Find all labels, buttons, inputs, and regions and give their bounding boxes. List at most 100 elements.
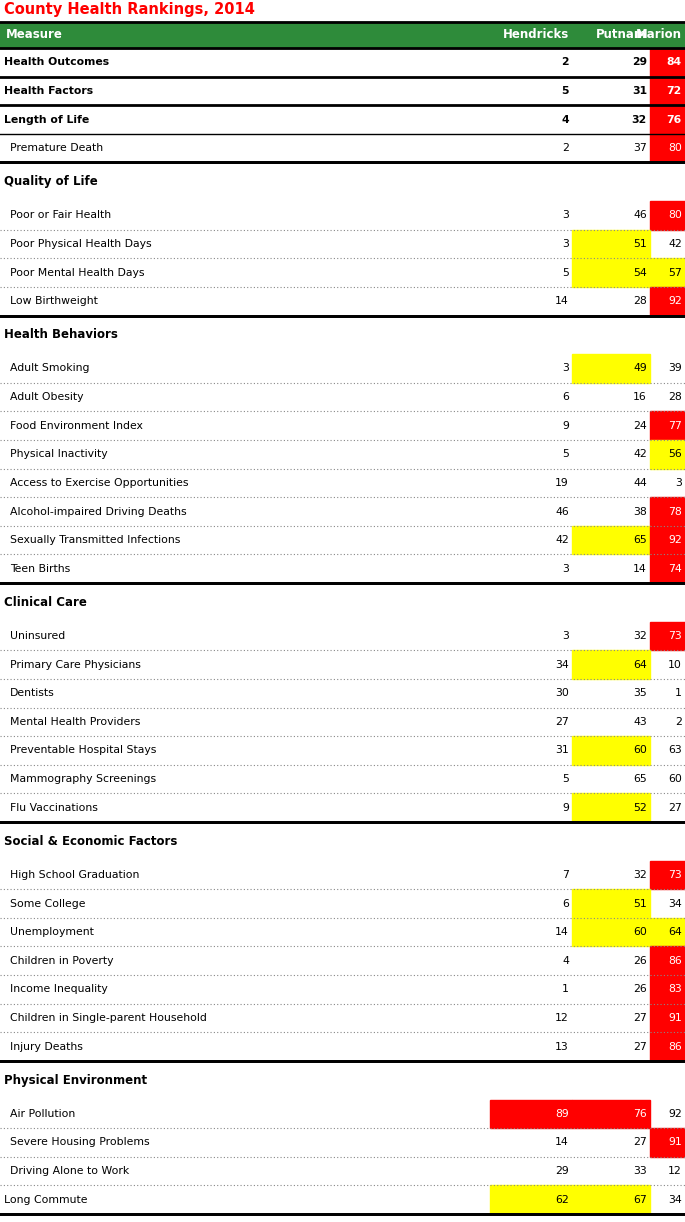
- Text: Long Commute: Long Commute: [4, 1195, 88, 1205]
- Text: Some College: Some College: [10, 898, 86, 908]
- Text: 26: 26: [633, 956, 647, 965]
- Text: 13: 13: [556, 1041, 569, 1052]
- Text: Dentists: Dentists: [10, 688, 55, 698]
- Text: Access to Exercise Opportunities: Access to Exercise Opportunities: [10, 478, 188, 488]
- Text: 12: 12: [669, 1166, 682, 1176]
- Text: Physical Inactivity: Physical Inactivity: [10, 450, 108, 459]
- Text: 3: 3: [675, 478, 682, 488]
- Text: 42: 42: [556, 535, 569, 545]
- Text: Air Pollution: Air Pollution: [10, 1108, 75, 1119]
- Bar: [650, 412, 685, 440]
- Text: 34: 34: [669, 1195, 682, 1205]
- Bar: [650, 1128, 685, 1157]
- Text: 29: 29: [632, 57, 647, 67]
- Text: 92: 92: [669, 1108, 682, 1119]
- Text: 39: 39: [669, 363, 682, 374]
- Bar: [650, 1033, 685, 1061]
- Text: 27: 27: [669, 803, 682, 813]
- Text: 91: 91: [669, 1013, 682, 1023]
- Text: Low Birthweight: Low Birthweight: [10, 296, 98, 307]
- Text: 31: 31: [632, 86, 647, 95]
- Text: 30: 30: [555, 688, 569, 698]
- Text: 56: 56: [669, 450, 682, 459]
- Text: 9: 9: [562, 420, 569, 430]
- Text: 77: 77: [669, 420, 682, 430]
- Bar: [650, 525, 685, 555]
- Text: 14: 14: [633, 563, 647, 574]
- Text: 14: 14: [556, 1138, 569, 1147]
- Bar: [572, 1185, 650, 1213]
- Text: 78: 78: [669, 507, 682, 517]
- Text: 29: 29: [556, 1166, 569, 1176]
- Text: 5: 5: [562, 86, 569, 95]
- Text: 72: 72: [667, 86, 682, 95]
- Text: Alcohol-impaired Driving Deaths: Alcohol-impaired Driving Deaths: [10, 507, 186, 517]
- Text: 43: 43: [633, 717, 647, 727]
- Text: 46: 46: [633, 210, 647, 220]
- Text: 14: 14: [556, 927, 569, 937]
- Bar: [572, 230, 650, 258]
- Text: 14: 14: [556, 296, 569, 307]
- Text: 27: 27: [556, 717, 569, 727]
- Text: 76: 76: [633, 1108, 647, 1119]
- Text: Quality of Life: Quality of Life: [4, 175, 98, 188]
- Bar: [650, 258, 685, 287]
- Text: 86: 86: [669, 1041, 682, 1052]
- Bar: [490, 1100, 572, 1128]
- Text: 2: 2: [562, 57, 569, 67]
- Text: 1: 1: [675, 688, 682, 698]
- Text: Primary Care Physicians: Primary Care Physicians: [10, 660, 141, 670]
- Bar: [572, 736, 650, 765]
- Text: Hendricks: Hendricks: [503, 28, 569, 42]
- Text: 89: 89: [556, 1108, 569, 1119]
- Text: 92: 92: [669, 296, 682, 307]
- Text: Poor or Fair Health: Poor or Fair Health: [10, 210, 111, 220]
- Text: Health Behaviors: Health Behaviors: [4, 329, 118, 341]
- Text: 33: 33: [633, 1166, 647, 1176]
- Text: 42: 42: [633, 450, 647, 459]
- Text: Physical Environment: Physical Environment: [4, 1074, 147, 1086]
- Bar: [650, 497, 685, 525]
- Text: Uninsured: Uninsured: [10, 631, 65, 642]
- Text: 73: 73: [669, 631, 682, 642]
- Text: 9: 9: [562, 803, 569, 813]
- Text: Mental Health Providers: Mental Health Providers: [10, 717, 140, 727]
- Text: 42: 42: [669, 240, 682, 249]
- Text: 2: 2: [562, 143, 569, 153]
- Text: Preventable Hospital Stays: Preventable Hospital Stays: [10, 745, 156, 755]
- Text: Health Factors: Health Factors: [4, 86, 93, 95]
- Text: 86: 86: [669, 956, 682, 965]
- Text: County Health Rankings, 2014: County Health Rankings, 2014: [4, 2, 255, 17]
- Text: 76: 76: [667, 115, 682, 125]
- Text: Health Outcomes: Health Outcomes: [4, 57, 109, 67]
- Text: 74: 74: [669, 563, 682, 574]
- Text: Clinical Care: Clinical Care: [4, 596, 87, 609]
- Text: 63: 63: [669, 745, 682, 755]
- Text: Mammography Screenings: Mammography Screenings: [10, 774, 156, 785]
- Text: 32: 32: [633, 870, 647, 880]
- Text: 4: 4: [562, 956, 569, 965]
- Text: Injury Deaths: Injury Deaths: [10, 1041, 83, 1052]
- Text: 34: 34: [669, 898, 682, 908]
- Text: 3: 3: [562, 210, 569, 220]
- Text: 3: 3: [562, 563, 569, 574]
- Text: 46: 46: [556, 507, 569, 517]
- Text: High School Graduation: High School Graduation: [10, 870, 139, 880]
- Bar: [572, 1100, 650, 1128]
- Bar: [650, 918, 685, 947]
- Text: Adult Smoking: Adult Smoking: [10, 363, 90, 374]
- Bar: [650, 860, 685, 890]
- Text: 92: 92: [669, 535, 682, 545]
- Text: 73: 73: [669, 870, 682, 880]
- Text: Income Inequality: Income Inequality: [10, 985, 108, 995]
- Text: 5: 5: [562, 268, 569, 277]
- Text: 57: 57: [669, 268, 682, 277]
- Bar: [650, 48, 685, 77]
- Bar: [650, 622, 685, 650]
- Text: Premature Death: Premature Death: [10, 143, 103, 153]
- Text: 80: 80: [668, 143, 682, 153]
- Text: 27: 27: [633, 1041, 647, 1052]
- Text: Flu Vaccinations: Flu Vaccinations: [10, 803, 98, 813]
- Bar: [572, 650, 650, 679]
- Text: 27: 27: [633, 1013, 647, 1023]
